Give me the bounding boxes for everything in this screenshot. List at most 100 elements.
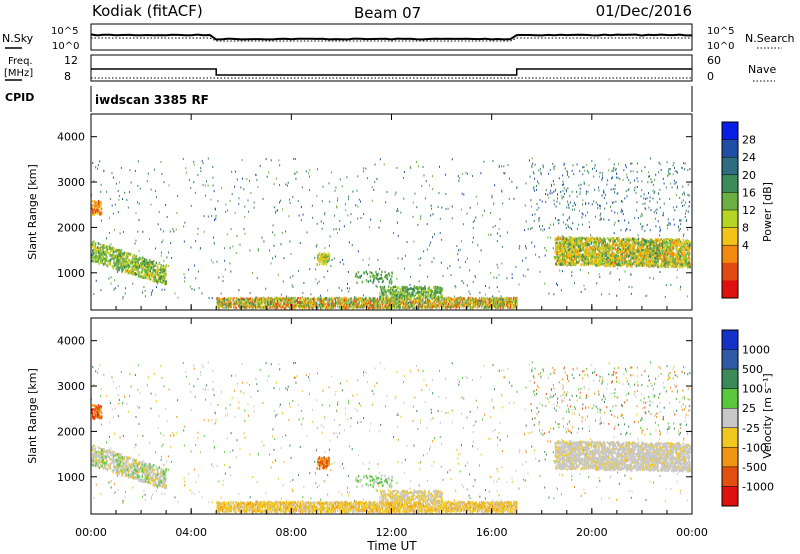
power-cell — [395, 297, 397, 300]
power-cell — [347, 282, 349, 285]
power-cell — [425, 291, 428, 294]
power-cell — [442, 302, 444, 306]
power-cell — [672, 206, 674, 209]
power-cell — [531, 241, 533, 244]
power-cell — [351, 298, 353, 302]
power-cell — [256, 277, 258, 280]
power-cell — [441, 289, 443, 292]
power-cell — [328, 299, 330, 303]
power-cell — [328, 306, 330, 310]
power-cell — [161, 275, 163, 279]
power-cell — [445, 305, 447, 309]
power-cell — [142, 256, 144, 260]
power-cell — [298, 214, 300, 217]
power-cell — [619, 178, 621, 181]
power-cell — [347, 214, 349, 217]
power-cell — [249, 303, 251, 307]
power-cell — [512, 306, 514, 309]
power-cell — [98, 212, 100, 215]
power-cell — [241, 159, 243, 162]
power-cell — [225, 301, 227, 304]
power-cell — [253, 298, 255, 302]
power-cell — [353, 301, 355, 304]
power-cell — [460, 304, 462, 307]
power-cell — [457, 303, 459, 306]
power-cell — [348, 287, 350, 290]
power-cell — [212, 236, 214, 239]
power-cell — [360, 298, 362, 301]
power-cell — [465, 301, 467, 305]
power-cell — [316, 195, 318, 198]
power-cell — [378, 280, 380, 283]
power-cell — [420, 303, 422, 306]
power-cell — [384, 304, 386, 308]
power-cell — [128, 260, 131, 263]
power-cell — [308, 306, 310, 310]
power-cell — [109, 259, 111, 262]
power-cell — [95, 279, 97, 282]
power-cell — [148, 258, 151, 262]
power-cell — [584, 214, 586, 217]
power-cell — [414, 305, 416, 309]
power-cell — [132, 282, 134, 285]
power-cell — [167, 251, 169, 254]
power-cell — [111, 257, 113, 260]
power-cell — [183, 273, 185, 276]
power-cell — [438, 306, 440, 309]
power-cell — [338, 306, 340, 309]
power-cell — [659, 234, 661, 237]
power-cell — [93, 293, 95, 296]
power-cell — [404, 298, 406, 302]
power-cell — [132, 270, 135, 273]
power-cell — [296, 297, 298, 301]
power-cell — [655, 225, 657, 228]
power-cell — [573, 208, 575, 211]
power-cell — [100, 244, 103, 247]
power-cell — [114, 287, 116, 290]
power-cell — [295, 302, 297, 305]
power-cell — [271, 299, 273, 302]
power-cell — [164, 270, 167, 274]
power-cell — [135, 212, 137, 215]
power-cell — [469, 293, 471, 296]
power-cell — [395, 298, 397, 301]
power-cell — [119, 254, 121, 257]
power-cell — [376, 298, 378, 302]
power-cell — [395, 304, 397, 307]
power-cell — [223, 303, 225, 306]
cpid-value: iwdscan 3385 RF — [95, 93, 209, 107]
power-cell — [141, 261, 144, 265]
power-cell — [355, 302, 357, 306]
power-cell — [666, 174, 668, 177]
power-cell — [238, 298, 240, 302]
power-cell — [300, 304, 302, 308]
power-cell — [630, 273, 632, 276]
power-cell — [421, 185, 423, 188]
power-cell — [369, 301, 371, 305]
power-cell — [131, 258, 133, 262]
power-cell — [183, 225, 185, 228]
power-cell — [659, 230, 661, 233]
power-cell — [455, 307, 457, 310]
power-cell — [501, 262, 503, 265]
power-cell — [253, 303, 255, 306]
power-cell — [154, 270, 156, 273]
power-cell — [394, 293, 396, 296]
power-cell — [285, 299, 287, 302]
power-cell — [475, 216, 477, 219]
power-cell — [122, 297, 124, 300]
power-cell — [259, 164, 261, 167]
power-cell — [134, 264, 137, 267]
power-cell — [332, 299, 334, 303]
power-cell — [373, 303, 375, 306]
power-cell — [493, 203, 495, 206]
power-cell — [170, 242, 172, 245]
power-cell — [324, 211, 326, 214]
power-cell — [247, 304, 249, 308]
power-cell — [445, 207, 447, 210]
power-cell — [365, 297, 367, 300]
power-cell — [658, 161, 660, 164]
power-cell — [614, 221, 616, 224]
power-cell — [279, 296, 281, 300]
power-cell — [257, 299, 259, 303]
